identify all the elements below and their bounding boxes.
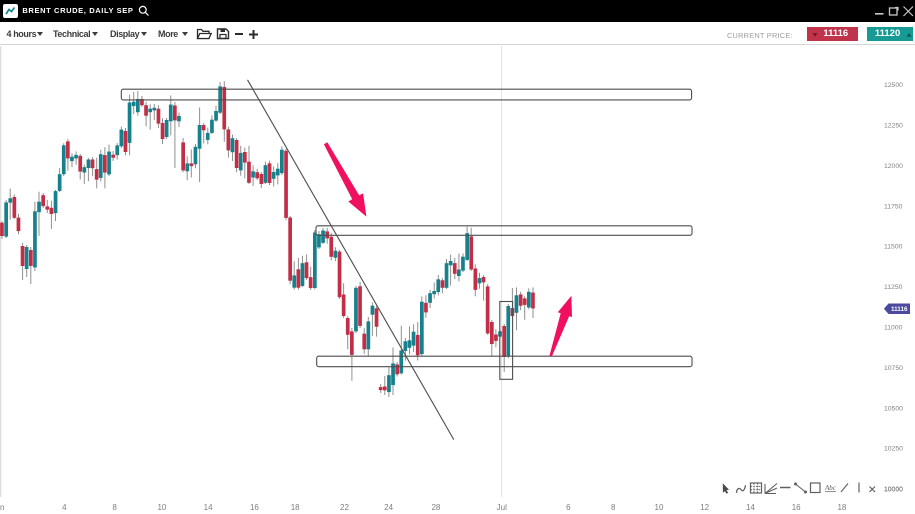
svg-text:11000: 11000 [884, 325, 903, 332]
svg-text:22: 22 [340, 503, 349, 512]
svg-text:11116: 11116 [891, 306, 908, 313]
svg-text:10750: 10750 [884, 365, 903, 372]
svg-text:12: 12 [700, 503, 709, 512]
svg-text:12500: 12500 [884, 82, 903, 89]
svg-text:10000: 10000 [884, 486, 903, 493]
svg-text:14: 14 [204, 503, 213, 512]
svg-text:4: 4 [62, 503, 67, 512]
svg-text:8: 8 [611, 503, 616, 512]
svg-text:24: 24 [384, 503, 393, 512]
svg-text:18: 18 [291, 503, 300, 512]
svg-text:8: 8 [112, 503, 117, 512]
svg-text:28: 28 [431, 503, 440, 512]
svg-text:n: n [0, 503, 4, 512]
svg-text:12000: 12000 [884, 163, 903, 170]
svg-text:12250: 12250 [884, 123, 903, 130]
svg-text:18: 18 [837, 503, 846, 512]
svg-text:Abc: Abc [824, 484, 837, 492]
svg-text:16: 16 [792, 503, 801, 512]
svg-text:10250: 10250 [884, 446, 903, 453]
svg-text:14: 14 [746, 503, 755, 512]
svg-text:10500: 10500 [884, 405, 903, 412]
svg-text:Jul: Jul [497, 503, 507, 512]
svg-text:10: 10 [655, 503, 664, 512]
svg-text:11500: 11500 [884, 244, 903, 251]
svg-text:6: 6 [566, 503, 571, 512]
svg-text:11250: 11250 [884, 284, 903, 291]
svg-text:16: 16 [250, 503, 259, 512]
svg-text:10000: 10000 [884, 486, 903, 493]
svg-text:11750: 11750 [884, 203, 903, 210]
svg-text:10: 10 [157, 503, 166, 512]
